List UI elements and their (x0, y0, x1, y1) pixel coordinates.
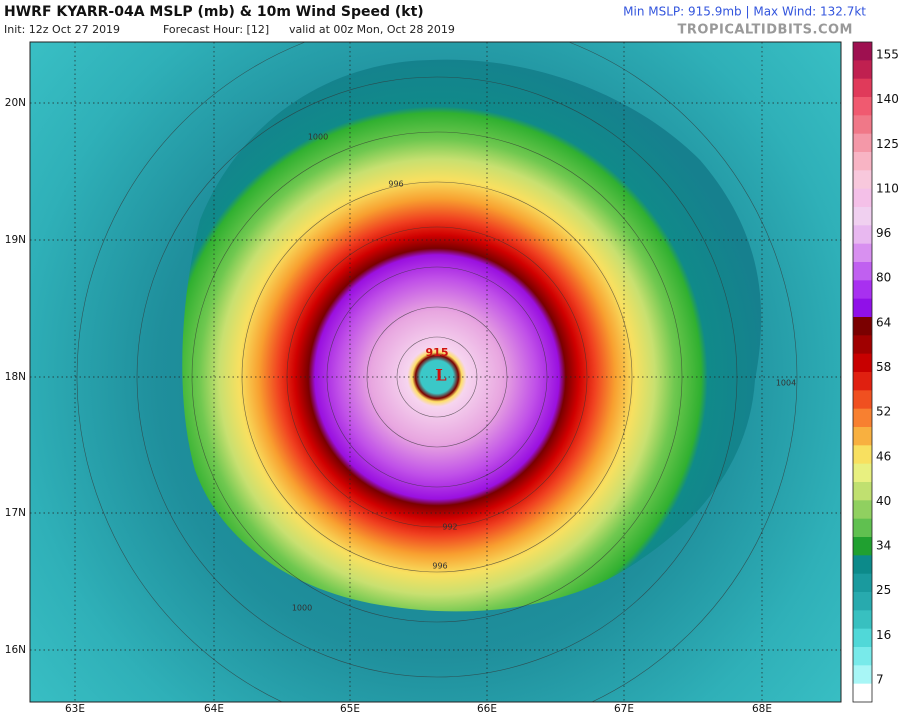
colorbar-segment (853, 262, 872, 281)
colorbar-segment (853, 133, 872, 153)
longitude-label: 64E (204, 703, 224, 713)
colorbar-segment (853, 390, 872, 410)
latitude-label: 18N (5, 371, 26, 383)
isobar-label: 1000 (308, 133, 328, 142)
colorbar-label: 25 (876, 583, 891, 597)
colorbar-segment (853, 610, 872, 630)
latitude-label: 16N (5, 644, 26, 656)
longitude-label: 63E (65, 703, 85, 713)
colorbar-segment (853, 555, 872, 575)
colorbar-segment (853, 317, 872, 336)
colorbar-segment (853, 115, 872, 135)
colorbar-segment (853, 463, 872, 483)
map-frame (29, 41, 842, 703)
colorbar-segment (853, 665, 872, 685)
colorbar-segment (853, 170, 872, 190)
valid-time: valid at 00z Mon, Oct 28 2019 (289, 23, 455, 36)
isobar-label: 996 (388, 180, 403, 189)
site: TROPICALTIDBITS.COM (678, 23, 853, 38)
colorbar-segment (853, 573, 872, 593)
colorbar-label: 96 (876, 226, 891, 240)
map: 1000 996 992 996 1000 1004 915 L (30, 42, 841, 702)
colorbar-segment (853, 243, 872, 263)
latitude-label: 20N (5, 97, 26, 109)
init: Init: 12z Oct 27 2019 (4, 23, 120, 36)
colorbar-frame (852, 41, 873, 703)
center-pressure: 915 (426, 346, 449, 359)
colorbar-segment (853, 445, 872, 465)
storm (182, 59, 762, 612)
colorbar-segment (853, 298, 872, 318)
colorbar-label: 40 (876, 494, 891, 508)
colorbar-segment (853, 97, 872, 116)
colorbar-segment (853, 152, 872, 171)
colorbar-label: 46 (876, 449, 891, 463)
colorbar-label: 64 (876, 315, 891, 329)
colorbar-label: 125 (876, 137, 899, 151)
latitude-label: 19N (5, 234, 26, 246)
colorbar-label: 58 (876, 360, 891, 374)
title: HWRF KYARR-04A MSLP (mb) & 10m Wind Spee… (4, 4, 424, 20)
colorbar-segment (853, 78, 872, 98)
colorbar-segment (853, 225, 872, 245)
colorbar-segment (853, 683, 872, 703)
stats: Min MSLP: 915.9mb | Max Wind: 132.7kt (623, 5, 866, 19)
colorbar-segment (853, 188, 872, 208)
colorbar-label: 52 (876, 405, 891, 419)
longitude-label: 68E (752, 703, 772, 713)
longitude-labels: 63E 64E 65E 66E 67E 68E (65, 703, 772, 713)
colorbar-segment (853, 592, 872, 611)
colorbar-label: 140 (876, 92, 899, 106)
colorbar-segment (853, 500, 872, 520)
low-marker: L (435, 366, 446, 385)
forecast-hour: Forecast Hour: [12] (163, 23, 269, 36)
colorbar-segment (853, 42, 872, 61)
isobar-label: 996 (432, 562, 447, 571)
colorbar-label: 155 (876, 48, 899, 62)
colorbar-segment (853, 647, 872, 666)
colorbar-label: 80 (876, 271, 891, 285)
colorbar-segment (853, 335, 872, 355)
colorbar-segment (853, 372, 872, 391)
colorbar: 155 140 125 110 96 80 64 58 52 46 40 34 25 16 7 (852, 41, 899, 703)
longitude-label: 65E (340, 703, 360, 713)
latitude-labels: 20N 19N 18N 17N 16N (5, 97, 26, 656)
colorbar-segment (853, 207, 872, 226)
colorbar-segment (853, 427, 872, 446)
colorbar-label: 110 (876, 181, 899, 195)
colorbar-segment (853, 60, 872, 80)
colorbar-segment (853, 482, 872, 501)
colorbar-label: 7 (876, 673, 884, 687)
latitude-label: 17N (5, 507, 26, 519)
colorbar-segment (853, 518, 872, 538)
isobar-label: 1000 (292, 604, 312, 613)
longitude-label: 66E (477, 703, 497, 713)
longitude-label: 67E (614, 703, 634, 713)
colorbar-segment (853, 353, 872, 373)
colorbar-label: 16 (876, 628, 891, 642)
colorbar-segment (853, 408, 872, 428)
colorbar-segment (853, 280, 872, 300)
grid (30, 42, 841, 702)
isobar-label: 1004 (776, 379, 796, 388)
isobar-label: 992 (442, 523, 457, 532)
colorbar-label: 34 (876, 539, 891, 553)
colorbar-segment (853, 537, 872, 556)
colorbar-segment (853, 628, 872, 648)
